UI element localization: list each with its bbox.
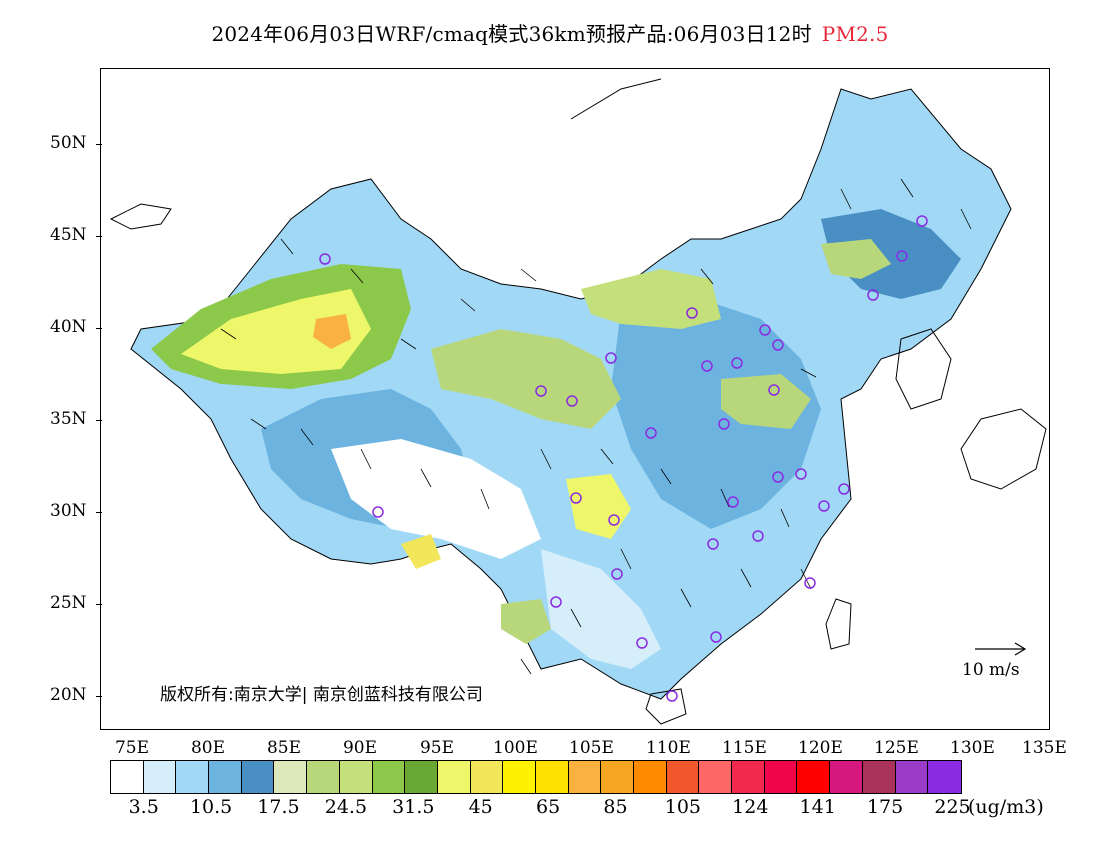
colorbar-swatch	[241, 761, 275, 793]
lat-label-40n: 40N	[50, 317, 102, 337]
colorbar-swatch	[797, 761, 831, 793]
colorbar-label: 31.5	[392, 796, 435, 818]
colorbar-swatch	[699, 761, 733, 793]
colorbar-swatch	[862, 761, 896, 793]
colorbar-swatch	[339, 761, 373, 793]
colorbar-swatch	[503, 761, 536, 793]
colorbar-swatch	[143, 761, 177, 793]
colorbar-label: 141	[799, 796, 836, 818]
colorbar-swatch	[176, 761, 210, 793]
colorbar-swatch	[634, 761, 667, 793]
title-pollutant: PM2.5	[821, 22, 889, 46]
region-white-tibet	[331, 439, 541, 559]
colorbar-label: 105	[664, 796, 702, 818]
wind-reference-arrow-icon	[975, 642, 1027, 656]
colorbar-label: 124	[732, 796, 769, 818]
region-green-ne	[821, 239, 891, 279]
region-green-central	[431, 329, 621, 429]
lon-label-95e: 95E	[419, 738, 455, 758]
lon-label-120e: 120E	[798, 738, 843, 758]
colorbar-label: 3.5	[128, 796, 159, 818]
colorbar-swatch	[535, 761, 569, 793]
region-yellow-west	[181, 289, 371, 374]
copyright-text: 版权所有:南京大学| 南京创蓝科技有限公司	[160, 685, 483, 705]
korea-outline	[895, 328, 952, 410]
region-green-shandong	[721, 374, 811, 429]
colorbar-label: 85	[603, 796, 628, 818]
hainan-outline	[645, 688, 687, 725]
lat-label-45n: 45N	[50, 225, 102, 245]
title-main: 2024年06月03日WRF/cmaq模式36km预报产品:06月03日12时	[211, 22, 812, 46]
lat-label-25n: 25N	[50, 593, 102, 613]
lon-label-130e: 130E	[950, 738, 995, 758]
map-title: 2024年06月03日WRF/cmaq模式36km预报产品:06月03日12时 P…	[0, 18, 1100, 47]
region-orange-hotspot	[313, 314, 351, 349]
russia-coast	[570, 78, 662, 120]
region-blue-east	[611, 299, 821, 529]
colorbar-unit: (ug/m3)	[968, 796, 1044, 818]
wind-field	[220, 178, 972, 675]
colorbar-label: 65	[536, 796, 561, 818]
lat-label-30n: 30N	[50, 501, 102, 521]
colorbar-swatch	[732, 761, 765, 793]
lat-label-35n: 35N	[50, 409, 102, 429]
colorbar-label: 17.5	[257, 796, 300, 818]
lat-label-20n: 20N	[50, 685, 102, 705]
wind-reference-label: 10 m/s	[962, 660, 1020, 680]
colorbar-label: 45	[468, 796, 493, 818]
colorbar-swatch	[470, 761, 504, 793]
colorbar-label: 225	[934, 796, 971, 818]
colorbar-label: 175	[866, 796, 904, 818]
city-markers	[319, 215, 928, 702]
colorbar-swatch	[568, 761, 602, 793]
kazakh-lake	[109, 203, 172, 230]
lon-label-115e: 115E	[722, 738, 767, 758]
map-canvas	[109, 78, 1047, 725]
colorbar-swatch	[372, 761, 406, 793]
lon-label-125e: 125E	[874, 738, 919, 758]
japan-outline	[960, 408, 1047, 490]
colorbar-swatch	[405, 761, 438, 793]
lon-label-100e: 100E	[493, 738, 538, 758]
region-green-tibet	[401, 534, 441, 569]
colorbar-swatch	[274, 761, 308, 793]
colorbar-swatch	[666, 761, 700, 793]
colorbar-swatch	[111, 761, 144, 793]
colorbar-swatch	[209, 761, 242, 793]
region-white-south	[541, 549, 661, 669]
pm25-map[interactable]	[100, 68, 1050, 730]
colorbar-swatch	[307, 761, 340, 793]
colorbar-label: 24.5	[324, 796, 368, 818]
lat-label-50n: 50N	[50, 133, 102, 153]
colorbar-swatch	[928, 761, 961, 793]
taiwan-outline	[825, 598, 852, 650]
colorbar-swatch	[830, 761, 863, 793]
lon-label-80e: 80E	[190, 738, 226, 758]
lon-label-105e: 105E	[569, 738, 614, 758]
lon-label-135e: 135E	[1022, 738, 1067, 758]
lon-label-75e: 75E	[114, 738, 150, 758]
lon-label-110e: 110E	[646, 738, 691, 758]
colorbar-swatch	[601, 761, 634, 793]
region-yellow-sichuan	[566, 474, 631, 539]
colorbar-swatch	[437, 761, 471, 793]
colorbar-label: 10.5	[189, 796, 233, 818]
lon-label-85e: 85E	[266, 738, 302, 758]
colorbar-swatch	[895, 761, 929, 793]
lon-label-90e: 90E	[342, 738, 378, 758]
region-green-yunnan	[501, 599, 551, 644]
colorbar	[110, 760, 962, 794]
region-green-north	[581, 269, 721, 329]
colorbar-swatch	[764, 761, 798, 793]
